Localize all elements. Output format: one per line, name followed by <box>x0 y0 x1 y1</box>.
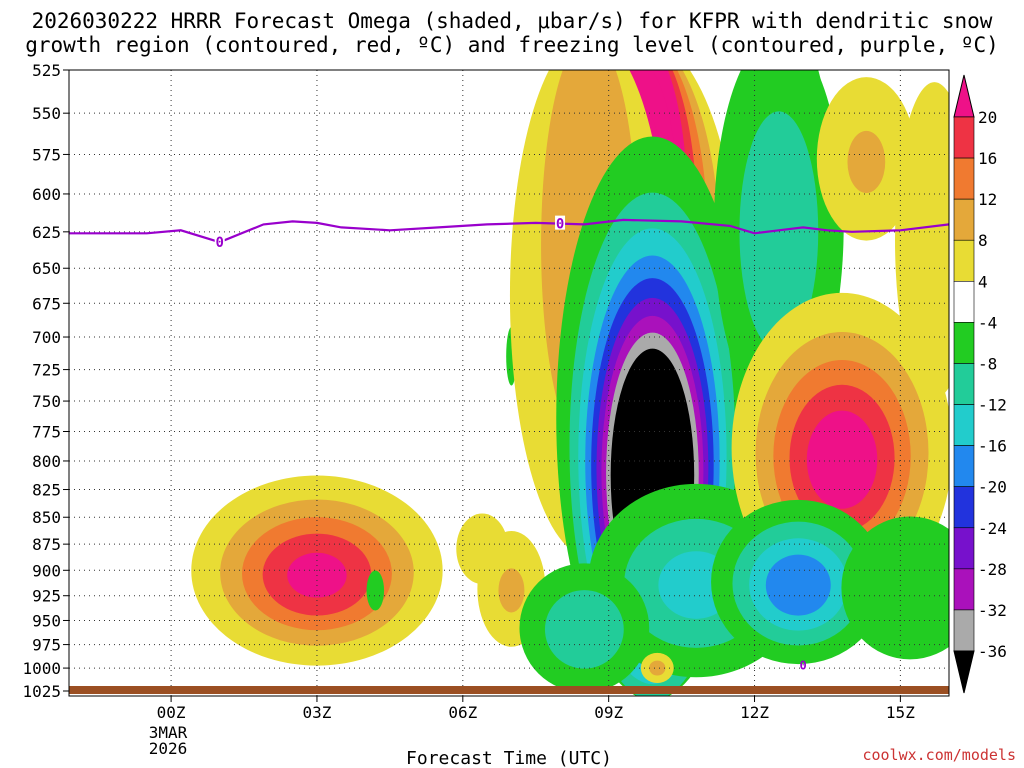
ytick-label-900: 900 <box>32 561 61 580</box>
omega-contour-15-up4 <box>895 82 949 399</box>
colorbar-label--24: -24 <box>978 519 1007 538</box>
chart-title-line1: 2026030222 HRRR Forecast Omega (shaded, … <box>32 9 993 33</box>
colorbar-label-4: 4 <box>978 272 988 291</box>
small-contour-label: 0 <box>800 658 807 672</box>
ytick-label-975: 975 <box>32 636 61 655</box>
ytick-label-825: 825 <box>32 481 61 500</box>
colorbar-label--36: -36 <box>978 642 1007 661</box>
colorbar-top-arrow <box>953 74 975 118</box>
freezing-label-bg-0 <box>214 234 225 249</box>
ytick-label-875: 875 <box>32 535 61 554</box>
ytick-label-550: 550 <box>32 104 61 123</box>
colorbar-bin--8--4 <box>953 322 975 364</box>
ytick-label-675: 675 <box>32 294 61 313</box>
freezing-level-labels: 00 <box>214 215 566 251</box>
colorbar-bin-8-12 <box>953 198 975 241</box>
xtick-label-15Z: 15Z <box>886 703 915 722</box>
ytick-label-750: 750 <box>32 392 61 411</box>
freezing-label-bg-1 <box>555 215 566 230</box>
colorbar-label--16: -16 <box>978 437 1007 456</box>
freezing-label-0: 0 <box>215 235 223 251</box>
credit-link[interactable]: coolwx.com/models <box>862 746 1016 764</box>
ytick-label-575: 575 <box>32 145 61 164</box>
colorbar-bin--16--12 <box>953 404 975 446</box>
ytick-label-850: 850 <box>32 508 61 527</box>
time-axis: 00Z 03Z 06Z 09Z 12Z 15Z <box>157 696 915 722</box>
xtick-label-03Z: 03Z <box>303 703 332 722</box>
colorbar-bin--24--20 <box>953 486 975 529</box>
colorbar-bin--4-4 <box>953 281 975 323</box>
chart-title-line2: growth region (contoured, red, ºC) and f… <box>25 33 999 57</box>
date-label-month: 3MAR <box>149 723 188 742</box>
colorbar: 20 16 12 8 4 -4 -8 -12 -16 -20 -24 -28 -32 -36 <box>953 74 1007 694</box>
colorbar-bin-4-8 <box>953 239 975 282</box>
ytick-label-725: 725 <box>32 361 61 380</box>
zero-contour-label: 0 <box>800 658 807 672</box>
ytick-label-1025: 1025 <box>22 682 61 701</box>
colorbar-bin-16-20 <box>953 116 975 159</box>
colorbar-bin--20--16 <box>953 445 975 487</box>
ytick-label-950: 950 <box>32 611 61 630</box>
omega-contour-11-down8 <box>739 111 819 352</box>
omega-contour-12-up20 <box>806 410 878 509</box>
colorbar-bin--32--28 <box>953 568 975 611</box>
omega-contour-9-down8 <box>544 590 624 669</box>
omega-shading <box>191 70 949 696</box>
omega-contour-14-up8 <box>847 130 886 194</box>
colorbar-bottom-arrow <box>953 650 975 694</box>
ytick-label-700: 700 <box>32 328 61 347</box>
colorbar-label-12: 12 <box>978 190 997 209</box>
colorbar-bin--36--32 <box>953 609 975 652</box>
xtick-label-12Z: 12Z <box>740 703 769 722</box>
colorbar-label--8: -8 <box>978 354 997 373</box>
ytick-label-650: 650 <box>32 259 61 278</box>
colorbar-label--4: -4 <box>978 313 997 332</box>
colorbar-label--12: -12 <box>978 396 1007 415</box>
colorbar-label--28: -28 <box>978 560 1007 579</box>
omega-contour-3-up4 <box>456 513 509 585</box>
colorbar-label-16: 16 <box>978 149 997 168</box>
xtick-label-06Z: 06Z <box>448 703 477 722</box>
plot-area: 00 0 <box>68 69 950 697</box>
ytick-label-525: 525 <box>32 61 61 80</box>
colorbar-label-20: 20 <box>978 108 997 127</box>
omega-contour-16-down4 <box>841 516 949 660</box>
colorbar-bin--28--24 <box>953 527 975 570</box>
grid-lines <box>69 70 949 696</box>
ytick-label-925: 925 <box>32 587 61 606</box>
ytick-label-800: 800 <box>32 452 61 471</box>
plot-frame <box>68 69 950 697</box>
omega-contour-13-down16 <box>765 554 831 616</box>
date-label-year: 2026 <box>149 739 188 758</box>
ytick-label-775: 775 <box>32 422 61 441</box>
colorbar-label--32: -32 <box>978 601 1007 620</box>
freezing-level-line <box>69 218 950 244</box>
pressure-axis: 525 550 575 600 625 650 675 700 725 750 775 800 825 8… <box>22 61 69 701</box>
x-axis-label: Forecast Time (UTC) <box>406 748 612 768</box>
ytick-label-600: 600 <box>32 185 61 204</box>
colorbar-bin--12--8 <box>953 363 975 405</box>
colorbar-label--20: -20 <box>978 478 1007 497</box>
xtick-label-00Z: 00Z <box>157 703 186 722</box>
xtick-label-09Z: 09Z <box>594 703 623 722</box>
freezing-label-1: 0 <box>556 217 564 233</box>
colorbar-label-8: 8 <box>978 231 988 250</box>
omega-contour-17-up8 <box>649 660 666 676</box>
ground-terrain <box>69 686 949 694</box>
colorbar-bin-12-16 <box>953 157 975 200</box>
omega-contour-2-up8 <box>498 568 525 613</box>
ytick-label-625: 625 <box>32 223 61 242</box>
omega-contour-1-down4 <box>366 570 385 611</box>
ytick-label-1000: 1000 <box>22 659 61 678</box>
